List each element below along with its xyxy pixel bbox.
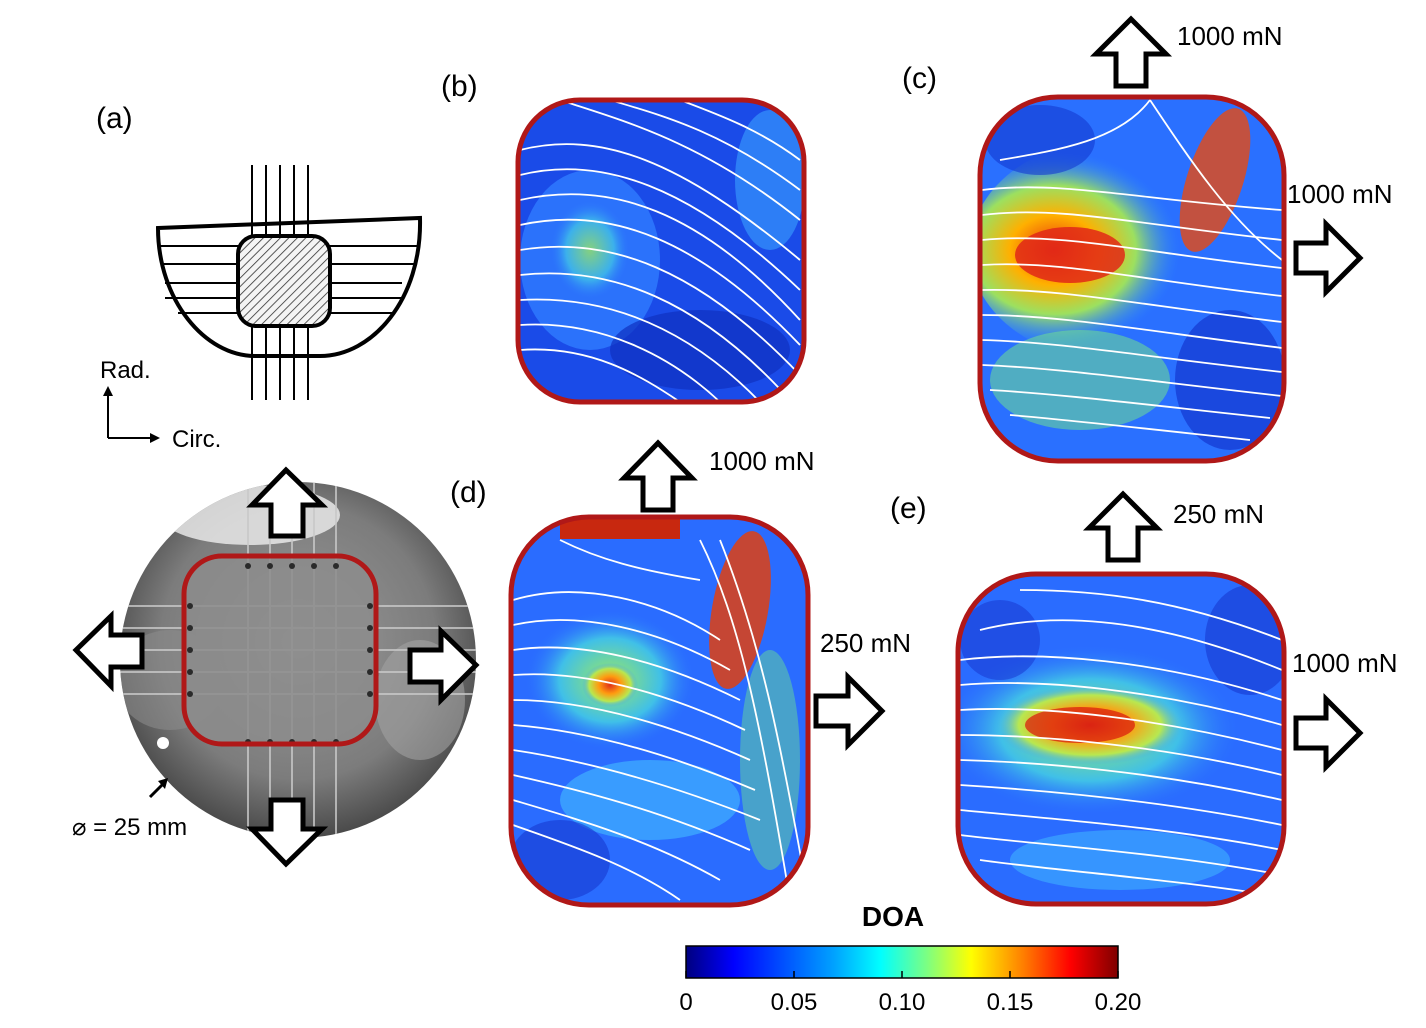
doa-map-e [958,574,1284,904]
panel-d-label: (d) [450,476,487,509]
doa-map-b [518,100,804,402]
valve-leaflet-schematic [155,165,423,400]
force-top-c: 1000 mN [1177,21,1283,51]
axis-indicator: Rad. Circ. [100,357,221,453]
load-arrows-d [618,439,886,752]
force-right-c: 1000 mN [1287,179,1393,209]
panel-d: (d) [450,439,911,908]
doa-map-d [511,517,808,905]
panel-e: (e) [890,490,1398,907]
colorbar-title: DOA [862,901,924,932]
specimen-photo [120,482,476,838]
force-top-e: 250 mN [1173,499,1264,529]
panel-b-label: (b) [441,70,478,103]
arrow-down-icon [246,797,329,868]
doa-map-c [980,97,1284,461]
diameter-label: ⌀ = 25 mm [72,814,187,841]
sample-outline-b [515,97,807,405]
colorbar-tick-label: 0 [679,989,692,1016]
load-arrows-disk [72,466,480,868]
axis-radial-label: Rad. [100,357,151,384]
colorbar-tick-label: 0.10 [879,989,926,1016]
force-right-d: 250 mN [820,628,911,658]
axis-circ-label: Circ. [172,426,221,453]
colorbar-tick-label: 0.20 [1095,989,1142,1016]
panel-e-label: (e) [890,492,927,525]
arrow-right-icon [407,625,480,707]
arrow-right-icon [813,670,886,752]
panel-a-label: (a) [96,102,133,135]
arrow-right-icon [1293,217,1364,299]
panel-c-label: (c) [902,62,937,95]
colorbar: DOA 0 0.05 0.10 0.15 0.20 [679,901,1141,1016]
sample-outline-d [508,514,811,908]
load-arrows-c [1089,15,1364,299]
panel-c: (c) [902,15,1393,464]
force-right-e: 1000 mN [1292,648,1398,678]
force-top-d: 1000 mN [709,446,815,476]
sample-outline-c [977,94,1287,464]
panel-b: (b) [441,70,807,405]
arrow-up-icon [1089,15,1173,89]
arrow-up-icon [1082,490,1164,563]
sample-outline-e [955,571,1287,907]
panel-a: (a) [72,102,480,868]
arrow-up-icon [246,466,329,539]
colorbar-tick-label: 0.15 [987,989,1034,1016]
arrow-left-icon [72,610,145,693]
colorbar-tick-label: 0.05 [771,989,818,1016]
colorbar-ticks: 0 0.05 0.10 0.15 0.20 [679,971,1141,1016]
load-arrows-e [1082,490,1364,774]
diameter-annotation: ⌀ = 25 mm [72,778,187,841]
arrow-right-icon [1293,692,1364,774]
arrow-up-icon [618,439,698,513]
